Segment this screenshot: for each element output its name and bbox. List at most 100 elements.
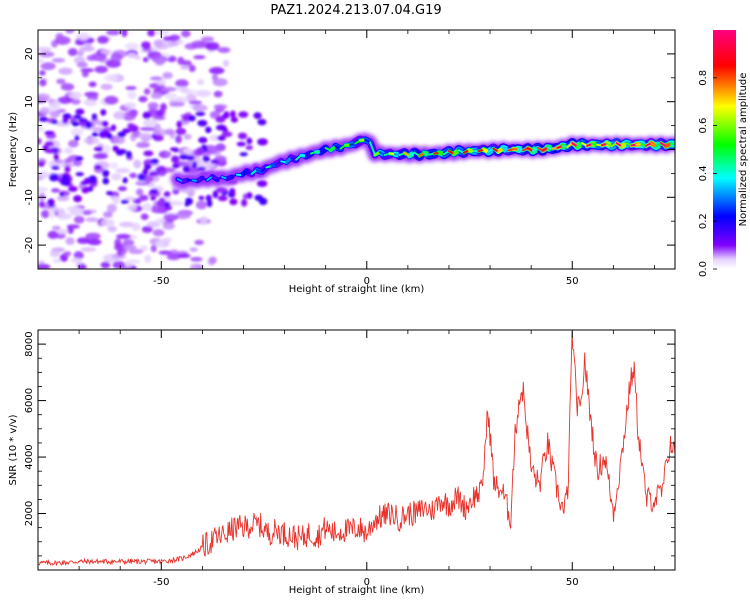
spectrogram-cell — [196, 147, 205, 156]
spectrogram-cell — [239, 152, 248, 157]
ridge-segment — [329, 145, 337, 152]
spectrogram-cell — [190, 256, 203, 262]
spectrogram-cell — [181, 60, 192, 67]
spectrogram-cell — [48, 173, 59, 182]
spectrogram-cell — [84, 91, 99, 97]
spectrogram-cell — [188, 100, 202, 105]
spectrogram-cell — [100, 109, 107, 116]
spectrogram-cell — [38, 46, 52, 52]
spectrogram-cell — [38, 58, 45, 64]
spectrogram-cell — [209, 134, 220, 142]
spectrogram-cell — [49, 250, 61, 257]
spectrogram-cell — [212, 78, 228, 87]
spectrogram-cell — [142, 57, 149, 63]
ridge-segment — [566, 142, 574, 148]
spectrogram-cell — [38, 51, 55, 58]
spectrogram-cell — [217, 195, 228, 202]
spectrogram-ytick-label: -10 — [24, 189, 35, 205]
spectrogram-cell — [38, 200, 45, 208]
spectrogram-cell — [75, 156, 84, 161]
snr-xtick-label: 0 — [364, 577, 370, 588]
spectrogram-cell — [169, 101, 185, 107]
spectrogram-cell — [75, 108, 85, 115]
spectrogram-cell — [151, 45, 159, 53]
spectrogram-cell — [142, 111, 152, 120]
spectrogram-cell — [115, 168, 131, 174]
spectrogram-cell — [102, 177, 110, 185]
spectrogram-cell — [184, 202, 190, 207]
colorbar-label: Normalized spectral amplitude — [738, 73, 749, 227]
spectrogram-cell — [257, 138, 268, 146]
spectrogram-cell — [110, 173, 122, 181]
spectrogram-cell — [150, 244, 157, 253]
spectrogram-cell — [137, 173, 144, 182]
spectrogram-cell — [104, 95, 119, 105]
spectrogram-cell — [60, 179, 71, 186]
spectrogram-cell — [101, 120, 109, 127]
spectrogram-cell — [44, 130, 55, 135]
spectrogram-cell — [162, 222, 175, 230]
spectrogram-cell — [110, 124, 117, 132]
spectrogram-cell — [68, 186, 78, 192]
spectrogram-cell — [73, 215, 85, 224]
spectrogram-cell — [150, 196, 156, 201]
spectrogram-cell — [129, 172, 137, 179]
snr-ytick-label: 6000 — [24, 388, 35, 413]
spectrogram-frame — [37, 29, 676, 270]
spectrogram-cell — [113, 111, 126, 120]
spectrogram-cell — [186, 115, 196, 122]
spectrogram-cell — [112, 145, 119, 152]
spectrogram-cell — [236, 141, 246, 147]
spectrogram-cell — [238, 111, 249, 118]
spectrogram-cell — [177, 56, 185, 65]
spectrogram-cell — [161, 41, 177, 48]
spectrogram-ytick-label: 10 — [24, 95, 35, 108]
spectrogram-cell — [258, 197, 268, 206]
spectrogram-cell — [193, 55, 206, 60]
spectrogram-cell — [192, 104, 208, 112]
ridge-segment — [206, 175, 214, 182]
spectrogram-cell — [191, 40, 207, 49]
spectrogram-cell — [106, 203, 117, 213]
spectrogram-cell — [53, 153, 60, 161]
spectrogram-cell — [183, 148, 193, 154]
spectrogram-cell — [67, 227, 74, 234]
spectrogram-cell — [88, 81, 97, 88]
spectrogram-cell — [38, 93, 51, 102]
spectrogram-cell — [205, 126, 212, 134]
spectrogram-cell — [161, 86, 177, 92]
snr-ytick-label: 4000 — [24, 444, 35, 469]
spectrogram-cell — [163, 191, 171, 198]
spectrogram-cell — [138, 96, 148, 103]
spectrogram-noise — [38, 30, 268, 269]
spectrogram-cell — [149, 76, 163, 81]
spectrogram-cell — [63, 147, 74, 154]
spectrogram-cell — [85, 121, 93, 129]
spectrogram-cell — [38, 161, 45, 167]
spectrogram-cell — [86, 54, 97, 61]
spectrogram-cell — [128, 124, 139, 133]
spectrogram-cell — [191, 161, 198, 169]
spectrogram-cell — [65, 30, 75, 34]
spectrogram-cell — [128, 248, 144, 255]
spectrogram-cell — [148, 171, 159, 177]
spectrogram-cell — [195, 200, 208, 210]
spectrogram-cell — [169, 147, 177, 152]
spectrogram-cell — [68, 92, 82, 99]
ridge-segment — [285, 156, 293, 164]
ridge-segment — [452, 149, 460, 155]
spectrogram-cell — [229, 198, 238, 206]
spectrogram-cell — [147, 102, 159, 110]
spectrogram-cell — [80, 180, 89, 186]
spectrogram-cell — [105, 59, 122, 68]
spectrogram-cell — [44, 141, 55, 147]
spectrogram-cell — [257, 118, 267, 126]
ridge-segment — [295, 154, 303, 161]
spectrogram-cell — [44, 148, 56, 154]
spectrogram-cell — [149, 188, 159, 195]
spectrogram-cell — [182, 165, 191, 173]
spectrogram-cell — [209, 256, 217, 264]
spectrogram-cell — [85, 232, 101, 240]
spectrogram-cell — [131, 222, 141, 232]
spectrogram-cell — [151, 134, 158, 139]
